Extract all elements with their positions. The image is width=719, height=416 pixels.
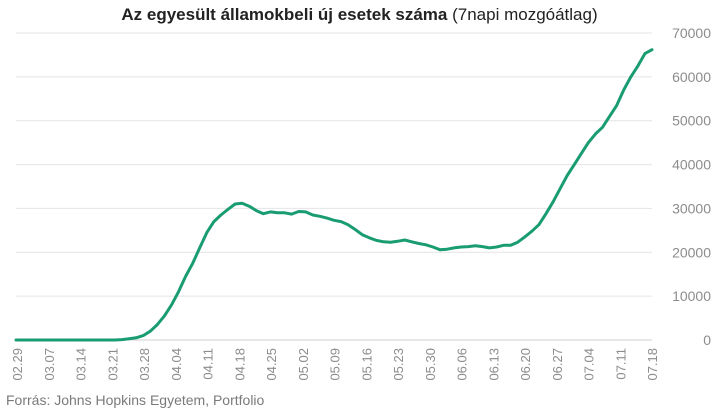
y-tick-label: 20000 <box>672 244 711 260</box>
x-tick-label: 06.13 <box>486 348 501 381</box>
x-tick-label: 05.23 <box>391 348 406 381</box>
x-tick-label: 03.07 <box>42 348 57 381</box>
x-tick-label: 06.27 <box>550 348 565 381</box>
x-tick-label: 03.14 <box>74 348 89 381</box>
y-tick-label: 60000 <box>672 69 711 85</box>
x-tick-label: 07.11 <box>613 348 628 380</box>
gridlines <box>16 33 652 340</box>
x-tick-label: 04.18 <box>232 348 247 381</box>
y-tick-label: 0 <box>703 332 711 348</box>
x-tick-label: 05.09 <box>328 348 343 381</box>
source-note: Forrás: Johns Hopkins Egyetem, Portfolio <box>6 392 264 408</box>
y-tick-label: 50000 <box>672 113 711 129</box>
x-tick-label: 04.11 <box>201 348 216 380</box>
x-tick-label: 06.20 <box>518 348 533 381</box>
y-tick-label: 30000 <box>672 200 711 216</box>
x-tick-label: 07.18 <box>645 348 660 381</box>
y-tick-label: 10000 <box>672 288 711 304</box>
x-tick-label: 05.02 <box>296 348 311 381</box>
x-tick-label: 05.16 <box>359 348 374 381</box>
x-tick-label: 07.04 <box>582 348 597 381</box>
y-tick-label: 40000 <box>672 157 711 173</box>
x-tick-label: 03.21 <box>105 348 120 381</box>
x-tick-label: 06.06 <box>455 348 470 381</box>
y-tick-label: 70000 <box>672 25 711 41</box>
x-tick-label: 05.30 <box>423 348 438 381</box>
y-axis-ticks: 0 10000 20000 30000 40000 50000 60000 70000 <box>672 25 711 348</box>
x-tick-label: 04.25 <box>264 348 279 381</box>
x-tick-label: 04.04 <box>169 348 184 381</box>
x-tick-label: 03.28 <box>137 348 152 381</box>
x-tick-label: 02.29 <box>10 348 25 381</box>
x-axis-ticks: 02.29 03.07 03.14 03.21 03.28 04.04 04.11 04.18… <box>10 348 660 381</box>
